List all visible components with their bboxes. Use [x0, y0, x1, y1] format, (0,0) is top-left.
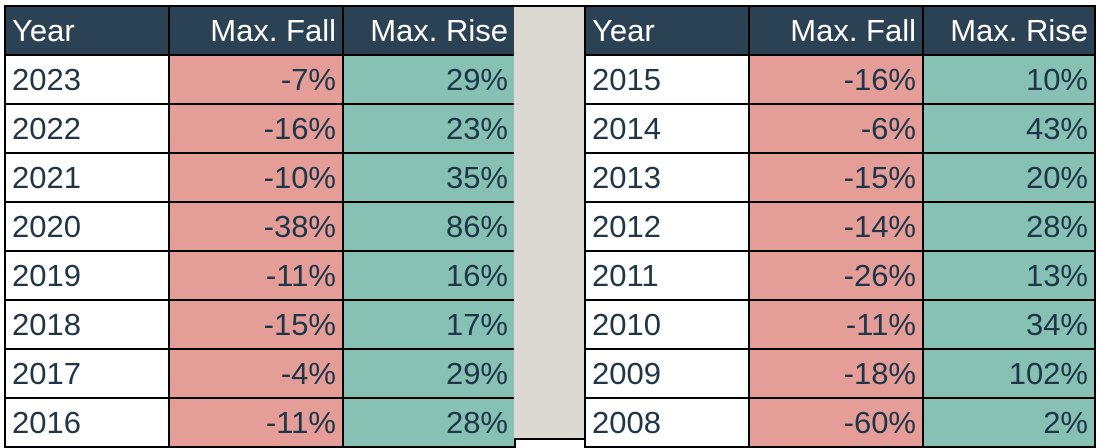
max-rise-cell: 28%	[342, 397, 516, 448]
max-rise-cell: 10%	[922, 54, 1096, 105]
header-max-fall: Max. Fall	[748, 5, 924, 56]
max-fall-cell: -11%	[168, 397, 344, 448]
max-rise-cell: 2%	[922, 397, 1096, 448]
table-row: 2021 -10% 35%	[4, 152, 516, 203]
year-cell: 2016	[4, 397, 170, 448]
header-row: Year Max. Fall Max. Rise	[584, 5, 1096, 56]
year-cell: 2022	[4, 103, 170, 154]
max-rise-cell: 35%	[342, 152, 516, 203]
header-max-rise: Max. Rise	[342, 5, 516, 56]
table-row: 2019 -11% 16%	[4, 250, 516, 301]
max-rise-cell: 29%	[342, 348, 516, 399]
max-rise-cell: 28%	[922, 201, 1096, 252]
max-rise-cell: 34%	[922, 299, 1096, 350]
year-cell: 2021	[4, 152, 170, 203]
year-cell: 2015	[584, 54, 750, 105]
max-rise-cell: 13%	[922, 250, 1096, 301]
year-cell: 2018	[4, 299, 170, 350]
table-row: 2010 -11% 34%	[584, 299, 1096, 350]
year-cell: 2023	[4, 54, 170, 105]
returns-table-left: Year Max. Fall Max. Rise 2023 -7% 29% 2022-…	[4, 5, 516, 448]
year-cell: 2010	[584, 299, 750, 350]
returns-table-right: Year Max. Fall Max. Rise 2015 -16% 10% 2014…	[584, 5, 1096, 448]
max-fall-cell: -14%	[748, 201, 924, 252]
table-row: 2017 -4% 29%	[4, 348, 516, 399]
max-fall-cell: -60%	[748, 397, 924, 448]
max-fall-cell: -18%	[748, 348, 924, 399]
max-rise-cell: 102%	[922, 348, 1096, 399]
header-max-fall: Max. Fall	[168, 5, 344, 56]
max-fall-cell: -16%	[748, 54, 924, 105]
table-row: 2023 -7% 29%	[4, 54, 516, 105]
max-fall-cell: -6%	[748, 103, 924, 154]
max-rise-cell: 16%	[342, 250, 516, 301]
table-row: 2015 -16% 10%	[584, 54, 1096, 105]
table-row: 2012 -14% 28%	[584, 201, 1096, 252]
table-row: 2013 -15% 20%	[584, 152, 1096, 203]
year-cell: 2019	[4, 250, 170, 301]
max-fall-cell: -11%	[748, 299, 924, 350]
max-fall-cell: -7%	[168, 54, 344, 105]
year-cell: 2020	[4, 201, 170, 252]
year-cell: 2017	[4, 348, 170, 399]
year-cell: 2008	[584, 397, 750, 448]
max-fall-cell: -15%	[748, 152, 924, 203]
header-max-rise: Max. Rise	[922, 5, 1096, 56]
header-row: Year Max. Fall Max. Rise	[4, 5, 516, 56]
year-cell: 2011	[584, 250, 750, 301]
year-cell: 2012	[584, 201, 750, 252]
max-fall-cell: -4%	[168, 348, 344, 399]
year-cell: 2013	[584, 152, 750, 203]
table-row: 2020 -38% 86%	[4, 201, 516, 252]
max-fall-cell: -16%	[168, 103, 344, 154]
column-separator	[514, 5, 584, 440]
table-row: 2018 -15% 17%	[4, 299, 516, 350]
year-cell: 2009	[584, 348, 750, 399]
max-fall-cell: -11%	[168, 250, 344, 301]
year-cell: 2014	[584, 103, 750, 154]
table-row: 2016 -11% 28%	[4, 397, 516, 448]
max-fall-cell: -15%	[168, 299, 344, 350]
table-row: 2009 -18% 102%	[584, 348, 1096, 399]
table-row: 2008 -60% 2%	[584, 397, 1096, 448]
max-rise-cell: 29%	[342, 54, 516, 105]
table-row: 2011 -26% 13%	[584, 250, 1096, 301]
max-fall-cell: -10%	[168, 152, 344, 203]
table-row: 2014 -6% 43%	[584, 103, 1096, 154]
max-rise-cell: 23%	[342, 103, 516, 154]
max-fall-cell: -26%	[748, 250, 924, 301]
max-rise-cell: 20%	[922, 152, 1096, 203]
table-row: 2022 -16% 23%	[4, 103, 516, 154]
max-rise-cell: 17%	[342, 299, 516, 350]
header-year: Year	[584, 5, 750, 56]
max-rise-cell: 43%	[922, 103, 1096, 154]
max-fall-cell: -38%	[168, 201, 344, 252]
header-year: Year	[4, 5, 170, 56]
max-rise-cell: 86%	[342, 201, 516, 252]
